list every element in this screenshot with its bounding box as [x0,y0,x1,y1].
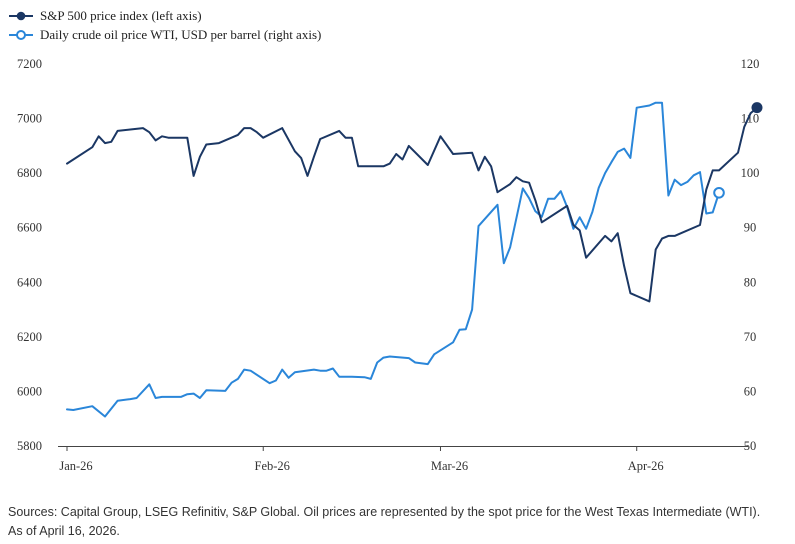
x-tick-label: Feb-26 [255,459,290,473]
legend: S&P 500 price index (left axis) Daily cr… [8,6,321,44]
y-left-tick-label: 7000 [17,112,42,126]
y-right-tick-label: 70 [744,330,757,344]
legend-marker-sp500 [9,11,33,20]
y-left-tick-label: 6200 [17,330,42,344]
y-left-tick-label: 6600 [17,221,42,235]
oil-end-marker [713,186,725,199]
oil-series [66,101,725,418]
y-right-tick-label: 90 [744,221,757,235]
y-right-tick-label: 50 [744,439,757,453]
x-tick-label: Mar-26 [431,459,468,473]
y-right-tick-label: 120 [741,57,760,71]
legend-item-sp500: S&P 500 price index (left axis) [8,6,321,25]
y-right-tick-label: 80 [744,275,757,289]
y-left-tick-label: 5800 [17,439,42,453]
sp500-line [66,106,758,303]
legend-label-sp500: S&P 500 price index (left axis) [40,7,202,23]
legend-item-oil: Daily crude oil price WTI, USD per barre… [8,25,321,44]
source-note: Sources: Capital Group, LSEG Refinitiv, … [8,505,761,538]
sp500-series [66,102,763,303]
y-right-tick-label: 100 [741,166,760,180]
line-chart: Jan-26 Feb-26 Mar-26 Apr-26 5800 6000 6200 6400… [17,57,763,473]
y-right-tick-label: 60 [744,384,757,398]
y-left-tick-label: 6800 [17,166,42,180]
chart-axes: Jan-26 Feb-26 Mar-26 Apr-26 5800 6000 6200 6400… [17,57,759,473]
sp500-end-marker [751,102,763,114]
y-left-tick-label: 6400 [17,275,42,289]
y-left-tick-label: 6000 [17,384,42,398]
x-tick-label: Apr-26 [628,459,664,473]
legend-marker-oil [9,29,33,40]
y-left-tick-label: 7200 [17,57,42,71]
x-tick-label: Jan-26 [59,459,92,473]
oil-line [66,101,720,418]
legend-label-oil: Daily crude oil price WTI, USD per barre… [40,26,322,42]
